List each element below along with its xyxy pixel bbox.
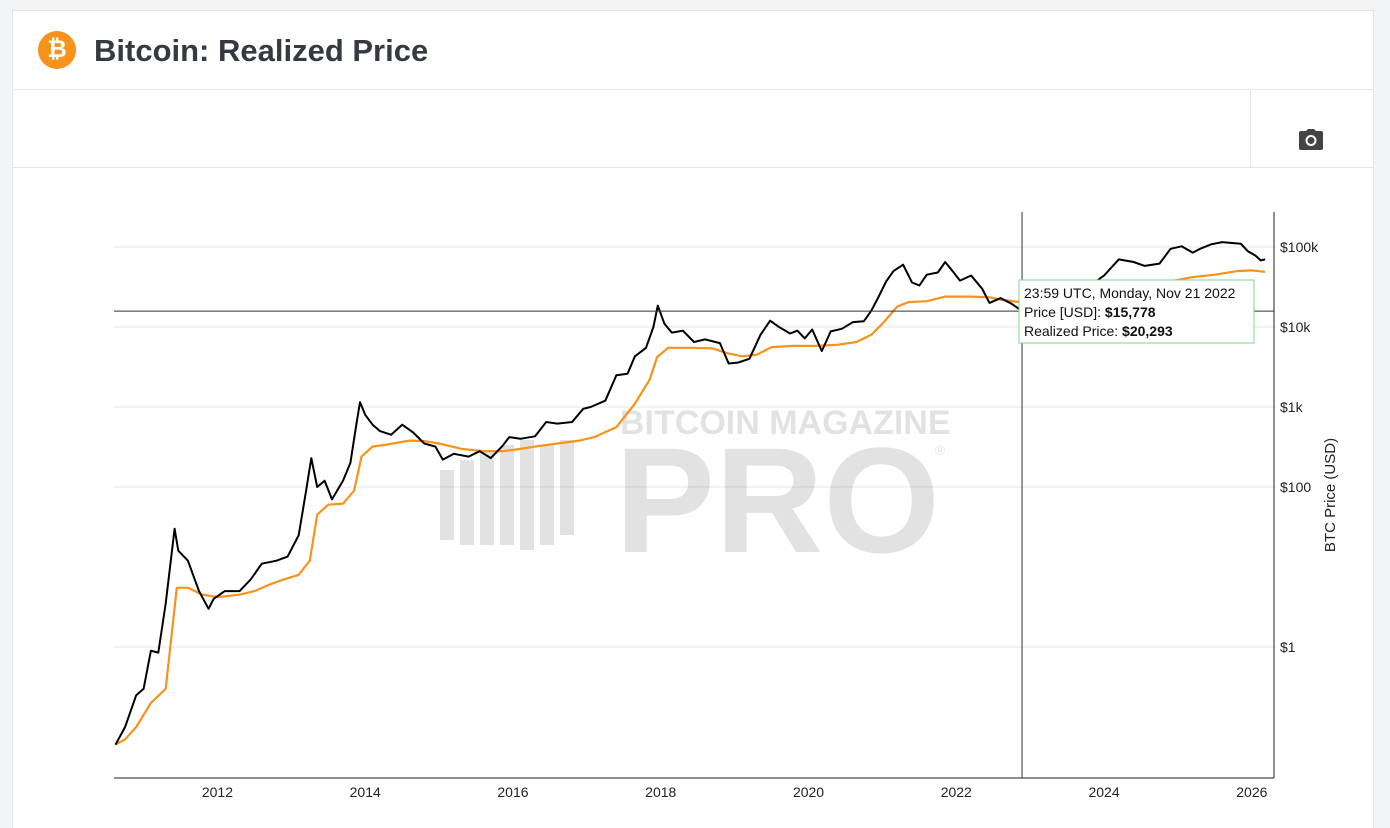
tooltip-price-label: Price [USD]:: [1024, 304, 1105, 320]
x-tick-label: 2022: [941, 784, 972, 800]
x-tick-label: 2016: [497, 784, 528, 800]
y-tick-label: $1: [1280, 639, 1296, 655]
tooltip-box: [1018, 279, 1255, 344]
axes: $1 $100 $1k $10k $100k 2012 2014 2016 2018 2020 20…: [114, 212, 1339, 800]
tooltip-timestamp: 23:59 UTC, Monday, Nov 21 2022: [1024, 285, 1236, 301]
tooltip: 23:59 UTC, Monday, Nov 21 2022 Price [US…: [1018, 279, 1255, 344]
x-tick-label: 2018: [645, 784, 676, 800]
x-tick-label: 2024: [1088, 784, 1119, 800]
x-tick-label: 2014: [350, 784, 381, 800]
watermark-line1: BITCOIN MAGAZINE: [620, 404, 951, 442]
chart-card: ₿ Bitcoin: Realized Price: [12, 10, 1374, 828]
x-tick-label: 2012: [202, 784, 233, 800]
y-tick-label: $100k: [1280, 239, 1319, 255]
chart-toolbar: [13, 90, 1373, 168]
x-tick-label: 2020: [793, 784, 824, 800]
toolbar-divider: [1250, 90, 1251, 167]
y-tick-label: $10k: [1280, 319, 1311, 335]
y-tick-label: $100: [1280, 479, 1311, 495]
bitcoin-logo-icon: ₿: [38, 31, 76, 69]
y-axis-title: BTC Price (USD): [1322, 438, 1339, 552]
x-tick-label: 2026: [1236, 784, 1267, 800]
tooltip-price-value: $15,778: [1105, 304, 1156, 320]
watermark-bars: [440, 440, 574, 550]
watermark-line2: PRO: [615, 416, 940, 584]
page-title: Bitcoin: Realized Price: [94, 33, 429, 68]
y-tick-label: $1k: [1280, 399, 1304, 415]
watermark-reg: ®: [935, 442, 946, 458]
tooltip-price: Price [USD]: $15,778: [1024, 304, 1156, 320]
chart-header: ₿ Bitcoin: Realized Price: [13, 11, 1373, 90]
camera-icon[interactable]: [1298, 128, 1324, 152]
watermark: BITCOIN MAGAZINE PRO ®: [440, 404, 951, 584]
tooltip-realized-label: Realized Price:: [1024, 323, 1122, 339]
tooltip-realized: Realized Price: $20,293: [1024, 323, 1173, 339]
tooltip-realized-value: $20,293: [1122, 323, 1173, 339]
